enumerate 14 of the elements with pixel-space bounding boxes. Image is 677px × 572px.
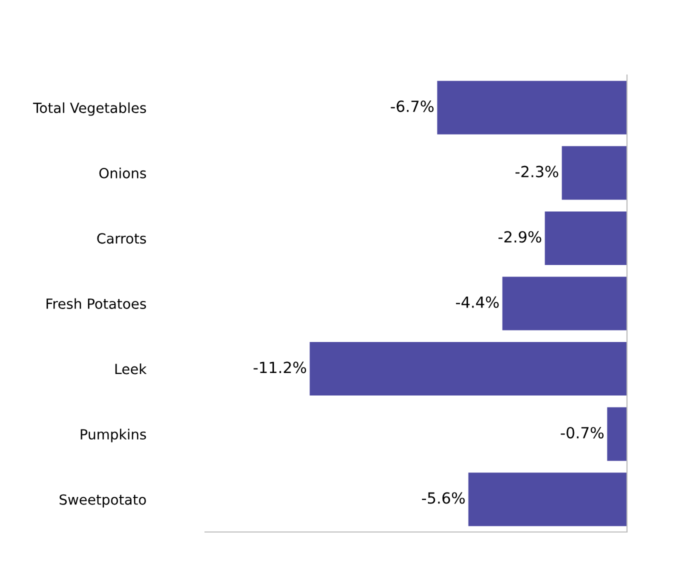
data-label: -2.3% (515, 166, 558, 178)
data-label: -5.6% (422, 492, 465, 504)
data-label: -0.7% (560, 426, 604, 439)
y-tick-label: Sweetpotato (60, 494, 146, 508)
y-tick-label: Fresh Potatoes (46, 298, 146, 309)
y-tick-label: Leek (115, 364, 147, 374)
y-tick-label: Pumpkins (80, 428, 146, 442)
y-tick-label: Carrots (97, 233, 146, 244)
y-tick-label: Onions (99, 168, 146, 178)
y-tick-label: Total Vegetables (33, 102, 146, 116)
data-label: -2.9% (498, 231, 542, 243)
data-label: -6.7% (390, 100, 434, 112)
data-label: -4.4% (456, 296, 499, 308)
data-label: -11.2% (254, 362, 306, 374)
